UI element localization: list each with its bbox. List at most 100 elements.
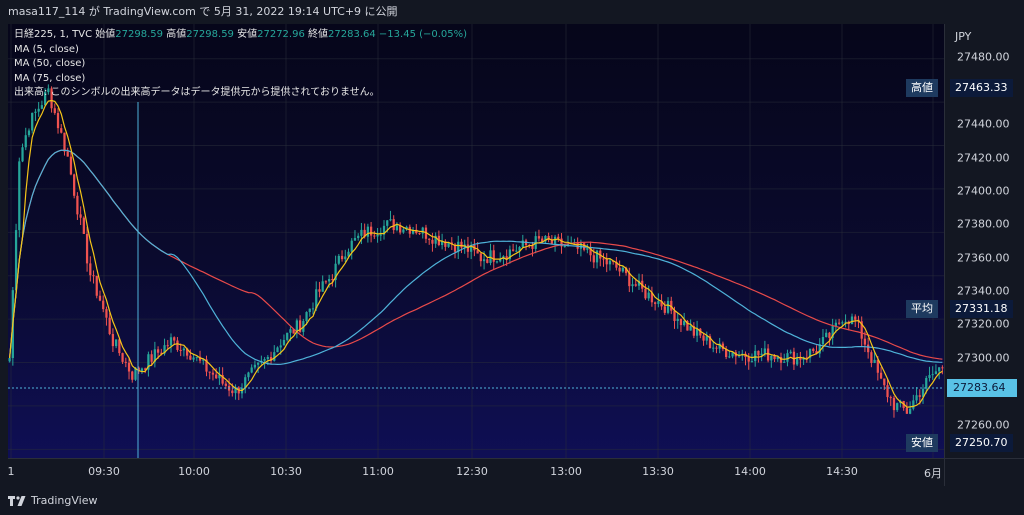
- candle-body: [728, 356, 731, 358]
- candle-body: [515, 250, 518, 252]
- candle-body: [644, 288, 647, 299]
- candle-body: [908, 408, 912, 414]
- candle-body: [305, 312, 308, 322]
- candle-body: [53, 108, 56, 114]
- candle-body: [634, 284, 637, 286]
- candle-body: [883, 378, 886, 386]
- candle-body: [692, 326, 695, 336]
- candle-body: [369, 226, 373, 236]
- tradingview-brand: TradingView: [31, 494, 98, 507]
- candle-body: [257, 362, 260, 365]
- candle-body: [276, 347, 279, 353]
- candle-body: [495, 261, 499, 263]
- candle-body: [537, 236, 541, 239]
- candle-body: [176, 340, 179, 350]
- candle-body: [705, 336, 708, 341]
- candle-body: [76, 195, 79, 215]
- legend-ohlc-row: 日経225, 1, TVC 始値27298.59 高値27298.59 安値27…: [14, 28, 467, 43]
- candle-body: [470, 244, 473, 252]
- candle-body: [147, 354, 150, 370]
- candle-body: [295, 320, 298, 334]
- candle-body: [231, 390, 234, 394]
- candle-body: [815, 351, 818, 354]
- candle-body: [47, 88, 50, 93]
- candle-body: [27, 130, 31, 136]
- candle-body: [789, 351, 792, 354]
- candle-body: [408, 226, 411, 234]
- candle-body: [605, 258, 608, 265]
- chart-pane[interactable]: 日経225, 1, TVC 始値27298.59 高値27298.59 安値27…: [8, 24, 944, 458]
- candle-body: [273, 352, 276, 361]
- legend-ohlc-values: 始値27298.59 高値27298.59 安値27272.96 終値27283…: [95, 29, 379, 40]
- legend-symbol[interactable]: 日経225, 1, TVC: [14, 29, 93, 40]
- candle-body: [357, 235, 360, 239]
- candle-body: [550, 239, 553, 244]
- candle-body: [198, 356, 202, 361]
- candle-body: [918, 395, 921, 397]
- legend-ohlc-value: 27272.96: [257, 29, 305, 40]
- candle-body: [211, 372, 215, 375]
- candle-body: [654, 302, 657, 304]
- candle-body: [541, 238, 544, 242]
- axis-corner[interactable]: [944, 458, 1024, 486]
- candle-body: [350, 240, 353, 252]
- candle-body: [376, 234, 379, 237]
- candle-body: [647, 292, 650, 299]
- legend-ma50[interactable]: MA (50, close): [14, 58, 86, 69]
- candle-body: [624, 267, 628, 274]
- time-axis[interactable]: 1 09:30 10:00 10:30 11:00 12:30 13:00 13:30 14:0…: [8, 458, 944, 486]
- legend-ma75[interactable]: MA (75, close): [14, 72, 86, 84]
- candle-body: [576, 242, 579, 249]
- candle-body: [773, 355, 776, 360]
- candle-body: [841, 322, 844, 324]
- price-tick: 27400.00: [957, 184, 1010, 198]
- candle-body: [121, 353, 124, 362]
- candle-body: [363, 229, 366, 237]
- candle-body: [50, 88, 53, 109]
- candle-body: [150, 354, 153, 362]
- candle-body: [434, 235, 437, 244]
- footer: TradingView: [0, 486, 1024, 515]
- candle-body: [628, 273, 631, 287]
- legend-ma5[interactable]: MA (5, close): [14, 43, 79, 55]
- ma75-line: [9, 149, 943, 360]
- candle-body: [457, 241, 460, 252]
- candle-body: [637, 280, 641, 286]
- candle-body: [828, 332, 831, 338]
- candle-body: [163, 345, 166, 354]
- legend-ohlc-label: 終値: [304, 29, 329, 40]
- candle-body: [98, 295, 102, 301]
- legend-volume-note: 出来高: このシンボルの出来高データはデータ提供元から提供されておりません。: [14, 87, 380, 98]
- candle-body: [912, 400, 915, 409]
- candle-body: [208, 371, 211, 373]
- candle-body: [708, 336, 712, 349]
- candle-body: [808, 348, 812, 358]
- candle-body: [79, 214, 82, 218]
- low-marker-value: 27250.70: [950, 434, 1013, 452]
- candle-body: [560, 238, 563, 247]
- candle-body: [85, 233, 89, 264]
- candle-body: [631, 284, 634, 287]
- candle-body: [489, 250, 492, 263]
- candlestick-chart[interactable]: [8, 24, 944, 458]
- tradingview-logo[interactable]: TradingView: [8, 494, 97, 507]
- candle-body: [279, 345, 282, 348]
- candle-body: [938, 367, 941, 372]
- candle-body: [82, 217, 85, 234]
- candle-body: [140, 368, 144, 372]
- candle-body: [679, 318, 683, 326]
- candle-body: [831, 326, 834, 338]
- price-tick: 27420.00: [957, 151, 1010, 165]
- candle-body: [754, 350, 757, 362]
- candle-body: [234, 387, 237, 394]
- candle-body: [867, 344, 870, 353]
- currency-label[interactable]: JPY: [955, 30, 972, 43]
- candle-body: [324, 281, 328, 283]
- price-tick: 27440.00: [957, 117, 1010, 131]
- price-tick: 27320.00: [957, 317, 1010, 331]
- candle-body: [382, 225, 386, 235]
- candle-body: [43, 92, 47, 106]
- candle-body: [60, 128, 63, 133]
- candle-body: [34, 111, 37, 113]
